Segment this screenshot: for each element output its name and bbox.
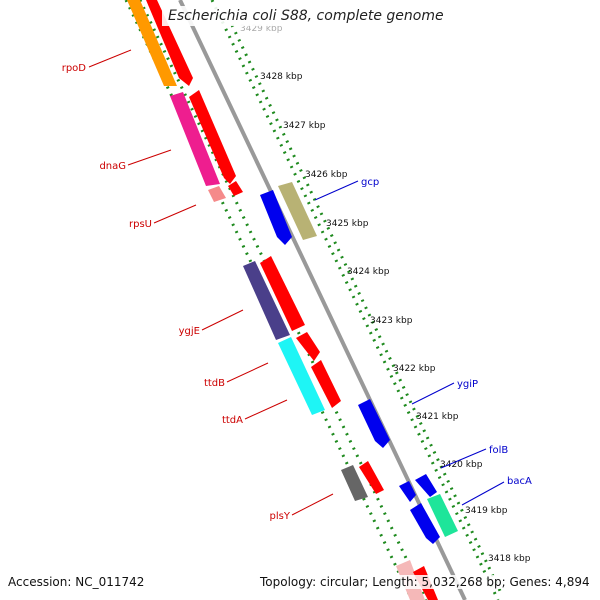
gene-label-rpod: rpoD: [62, 63, 87, 74]
gene-feature-baca-green: [427, 494, 458, 537]
gene-feature-dnag-magenta: [170, 92, 220, 186]
label-leader-lines: [88, 49, 505, 516]
leader-ttdb: [226, 362, 269, 383]
kbp-ruler-track: [230, 24, 504, 596]
gene-feature-baca-blue: [410, 503, 440, 544]
outer-feature-track-right: [210, 0, 500, 600]
leader-folb: [440, 448, 487, 469]
gene-label-folb: folB: [489, 445, 508, 456]
gene-feature-dnag-red: [189, 90, 236, 184]
ruler-tracks: [124, 0, 504, 600]
gene-feature-ygje-purple: [243, 261, 290, 340]
gene-label-ygip: ygiP: [457, 379, 478, 390]
gene-feature-plsy-red: [359, 461, 384, 494]
leader-rpsu: [153, 204, 197, 224]
gene-features: [127, 0, 458, 600]
kbp-tick-labels: 3429 kbp 3428 kbp 3427 kbp 3426 kbp 3425…: [240, 24, 531, 564]
gene-feature-rpod-orange: [127, 0, 177, 86]
tick-label: 3423 kbp: [370, 316, 413, 326]
gene-label-gcp: gcp: [361, 177, 379, 188]
gene-label-plsy: plsY: [270, 511, 291, 522]
tick-label: 3428 kbp: [260, 72, 303, 82]
leader-dnag: [127, 149, 172, 166]
gene-label-ttda: ttdA: [222, 415, 243, 426]
genome-backbone: [178, 0, 467, 600]
gene-feature-rpod-red: [146, 0, 193, 86]
gene-feature-folb-blue: [399, 481, 416, 502]
gene-feature-ttda-cyan: [278, 337, 325, 415]
gene-label-dnag: dnaG: [99, 161, 126, 172]
gene-feature-ygip-blue: [358, 399, 390, 448]
leader-plsy: [291, 493, 334, 516]
accession-text: Accession: NC_011742: [8, 575, 145, 589]
gene-feature-rpsu-pink: [208, 186, 226, 202]
leader-ygje: [201, 309, 244, 331]
gene-labels: rpoD dnaG rpsU ygjE ttdB ttdA plsY gcp y…: [62, 63, 532, 522]
inner-feature-track-left: [138, 0, 428, 600]
gene-feature-ttdb-red: [296, 332, 320, 361]
topology-text: Topology: circular; Length: 5,032,268 bp…: [260, 575, 590, 589]
leader-baca: [461, 481, 505, 506]
tick-label: 3424 kbp: [347, 267, 390, 277]
gene-feature-gcp-olive: [278, 182, 317, 240]
tick-label: 3422 kbp: [393, 364, 436, 374]
tick-label: 3418 kbp: [488, 554, 531, 564]
gene-feature-ygje-red: [260, 256, 305, 331]
tick-label: 3426 kbp: [305, 170, 348, 180]
gene-feature-folb2-blue: [415, 474, 437, 497]
leader-ttda: [244, 399, 288, 420]
gene-feature-ttda-red: [311, 360, 341, 408]
tick-label: 3420 kbp: [440, 460, 483, 470]
gene-label-ttdb: ttdB: [204, 378, 225, 389]
gene-label-ygje: ygjE: [179, 326, 200, 337]
leader-ygip: [411, 382, 455, 405]
tick-label: 3429 kbp: [240, 24, 283, 34]
leader-gcp: [314, 180, 359, 201]
gene-feature-plsy-gray: [341, 465, 368, 501]
tick-label: 3427 kbp: [283, 121, 326, 131]
leader-rpod: [88, 49, 132, 68]
tick-label: 3425 kbp: [326, 219, 369, 229]
tick-label: 3421 kbp: [416, 412, 459, 422]
outer-feature-track-left: [124, 0, 414, 600]
gene-feature-gcp-blue: [260, 190, 292, 245]
gene-label-rpsu: rpsU: [129, 219, 152, 230]
gene-feature-rpsu-red: [228, 181, 243, 196]
tick-label: 3419 kbp: [465, 506, 508, 516]
gene-label-baca: bacA: [507, 476, 532, 487]
map-title: Escherichia coli S88, complete genome: [162, 6, 450, 26]
